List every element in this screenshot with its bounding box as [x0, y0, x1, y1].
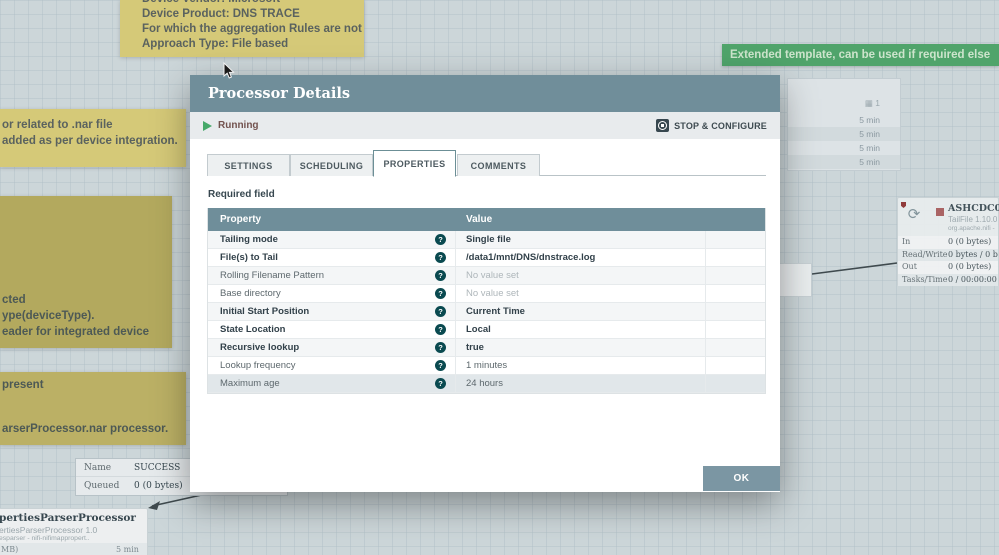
- stopped-indicator-icon: [936, 208, 944, 216]
- processor-tailfile[interactable]: ⟳ ASHCDC02, TailFile 1.10.0 org.apache.n…: [897, 197, 999, 286]
- help-icon[interactable]: ?: [435, 378, 446, 389]
- stat-row-in: In 0 (0 bytes): [898, 236, 998, 249]
- group-stats-row: 5 min: [859, 143, 880, 153]
- tab-settings[interactable]: SETTINGS: [207, 154, 290, 176]
- table-row[interactable]: Recursive lookup? true: [208, 339, 765, 357]
- stat-row-tasks: Tasks/Time 0 / 00:00:00: [898, 273, 998, 286]
- processor-details-dialog: Processor Details Running STOP & CONFIGU…: [190, 75, 780, 492]
- note-line: Approach Type: File based: [142, 38, 289, 50]
- table-row[interactable]: Initial Start Position? Current Time: [208, 303, 765, 321]
- canvas-label-extended-template: Extended template, can be used if requir…: [722, 44, 999, 66]
- note-line: Device Product: DNS TRACE: [142, 8, 300, 20]
- connection-name-row: Name SUCCESS: [76, 459, 287, 477]
- help-icon[interactable]: ?: [435, 342, 446, 353]
- help-icon[interactable]: ?: [435, 306, 446, 317]
- note-line: For which the aggregation Rules are not …: [142, 23, 364, 35]
- table-row[interactable]: Lookup frequency? 1 minutes: [208, 357, 765, 375]
- canvas-note-device-info: Device Vendor: Microsoft Device Product:…: [120, 0, 364, 57]
- processor-stat-row: MB) 5 min: [0, 543, 147, 555]
- dialog-tabs: SETTINGS SCHEDULING PROPERTIES COMMENTS: [207, 150, 766, 177]
- help-icon[interactable]: ?: [435, 360, 446, 371]
- process-group-stats[interactable]: ▦ 1 5 min 5 min 5 min 5 min: [787, 78, 901, 171]
- processor-bundle: org.apache.nifi -: [948, 225, 995, 232]
- table-row[interactable]: State Location? Local: [208, 321, 765, 339]
- table-row[interactable]: Base directory? No value set: [208, 285, 765, 303]
- help-icon[interactable]: ?: [435, 288, 446, 299]
- processor-bundle: esparser - nifi-nifimappropert..: [0, 535, 90, 542]
- table-row[interactable]: File(s) to Tail? /data1/mnt/DNS/dnstrace…: [208, 249, 765, 267]
- stat-row-out: Out 0 (0 bytes): [898, 261, 998, 274]
- processor-type: ertiesParserProcessor 1.0: [0, 525, 98, 535]
- canvas-note-nar-file: or related to .nar file added as per dev…: [0, 109, 186, 167]
- group-stats-badge: ▦ 1: [864, 98, 880, 108]
- table-row[interactable]: Tailing mode? Single file: [208, 231, 765, 249]
- note-line: added as per device integration.: [2, 135, 178, 147]
- column-header-value: Value: [466, 214, 493, 225]
- stop-configure-icon: [656, 119, 670, 132]
- stop-and-configure-button[interactable]: STOP & CONFIGURE: [656, 119, 767, 132]
- help-icon[interactable]: ?: [435, 252, 446, 263]
- refresh-icon: ⟳: [907, 206, 921, 223]
- table-row[interactable]: Rolling Filename Pattern? No value set: [208, 267, 765, 285]
- processor-type: TailFile 1.10.0: [948, 215, 998, 224]
- note-line: or related to .nar file: [2, 119, 113, 131]
- connection-queued-row: Queued 0 (0 bytes): [84, 481, 183, 491]
- status-text: Running: [218, 120, 259, 131]
- tab-properties[interactable]: PROPERTIES: [373, 150, 456, 177]
- help-icon[interactable]: ?: [435, 234, 446, 245]
- canvas-note-parser-processor: present arserProcessor.nar processor.: [0, 372, 186, 445]
- group-stats-row: 5 min: [788, 127, 900, 141]
- help-icon[interactable]: ?: [435, 270, 446, 281]
- grid-icon: ▦: [864, 98, 873, 108]
- processor-name: pertiesParserProcessor: [0, 512, 136, 524]
- dialog-title: Processor Details: [190, 75, 780, 112]
- required-field-label: Required field: [208, 189, 275, 200]
- running-play-icon: [203, 120, 212, 131]
- note-line: eader for integrated device: [2, 326, 149, 338]
- processor-stats: In 0 (0 bytes) Read/Write 0 bytes / 0 b …: [898, 236, 998, 286]
- table-header: Property Value: [208, 208, 765, 231]
- stop-configure-label: STOP & CONFIGURE: [674, 120, 767, 131]
- shield-badge-icon: [901, 202, 906, 208]
- tab-scheduling[interactable]: SCHEDULING: [290, 154, 373, 176]
- group-stats-row: 5 min: [788, 155, 900, 169]
- column-header-property: Property: [220, 214, 262, 225]
- ok-button[interactable]: OK: [703, 466, 780, 491]
- note-line: present: [2, 379, 44, 391]
- stat-row-readwrite: Read/Write 0 bytes / 0 b: [898, 248, 998, 261]
- canvas-note-device-type: cted ype(deviceType). eader for integrat…: [0, 196, 172, 348]
- table-row[interactable]: Maximum age? 24 hours: [208, 375, 765, 393]
- properties-table: Property Value Tailing mode? Single file…: [207, 208, 766, 394]
- help-icon[interactable]: ?: [435, 324, 446, 335]
- note-line: cted: [2, 294, 26, 306]
- note-line: arserProcessor.nar processor.: [2, 423, 169, 435]
- processor-properties-parser[interactable]: pertiesParserProcessor ertiesParserProce…: [0, 508, 148, 555]
- note-line: ype(deviceType).: [2, 310, 95, 322]
- status-bar: Running STOP & CONFIGURE: [190, 112, 780, 139]
- note-line: Device Vendor: Microsoft: [142, 0, 364, 7]
- group-stats-row: 5 min: [859, 115, 880, 125]
- processor-name: ASHCDC02,: [948, 203, 999, 214]
- tab-comments[interactable]: COMMENTS: [457, 154, 540, 176]
